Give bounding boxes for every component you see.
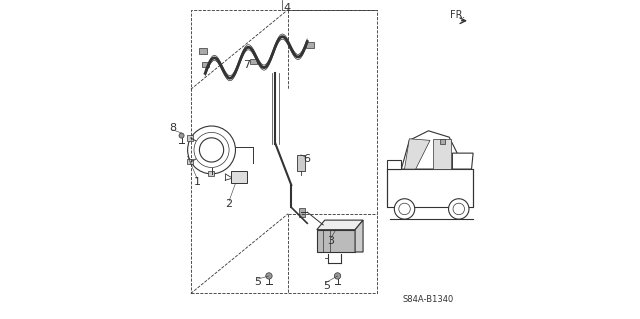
Text: 1: 1 bbox=[194, 177, 201, 187]
Polygon shape bbox=[317, 220, 363, 230]
Polygon shape bbox=[404, 139, 430, 169]
Text: S84A-B1340: S84A-B1340 bbox=[403, 295, 454, 304]
Text: 6: 6 bbox=[304, 154, 311, 165]
Circle shape bbox=[334, 273, 340, 279]
Bar bbox=[300, 208, 305, 217]
Text: 8: 8 bbox=[169, 122, 176, 133]
Polygon shape bbox=[317, 230, 355, 252]
Bar bbox=[199, 48, 207, 54]
Polygon shape bbox=[433, 139, 451, 169]
Bar bbox=[230, 171, 246, 183]
Circle shape bbox=[449, 199, 469, 219]
Circle shape bbox=[266, 273, 272, 279]
Polygon shape bbox=[452, 153, 473, 169]
Bar bbox=[440, 139, 445, 144]
Bar bbox=[202, 62, 209, 67]
Polygon shape bbox=[387, 160, 401, 169]
Polygon shape bbox=[401, 131, 457, 169]
Circle shape bbox=[179, 133, 184, 138]
Circle shape bbox=[394, 199, 415, 219]
Text: FR.: FR. bbox=[450, 10, 465, 20]
Text: 3: 3 bbox=[328, 236, 335, 246]
Bar bbox=[187, 159, 193, 165]
Text: 2: 2 bbox=[225, 199, 233, 209]
Text: 5: 5 bbox=[254, 277, 261, 287]
Bar bbox=[306, 42, 314, 48]
Bar bbox=[387, 169, 473, 207]
Text: 7: 7 bbox=[243, 60, 250, 70]
Polygon shape bbox=[355, 220, 363, 252]
Bar bbox=[208, 171, 214, 176]
Bar bbox=[297, 155, 305, 171]
Text: 4: 4 bbox=[283, 3, 290, 13]
Text: 5: 5 bbox=[323, 280, 330, 291]
Bar bbox=[187, 135, 193, 140]
Bar bbox=[250, 59, 257, 64]
